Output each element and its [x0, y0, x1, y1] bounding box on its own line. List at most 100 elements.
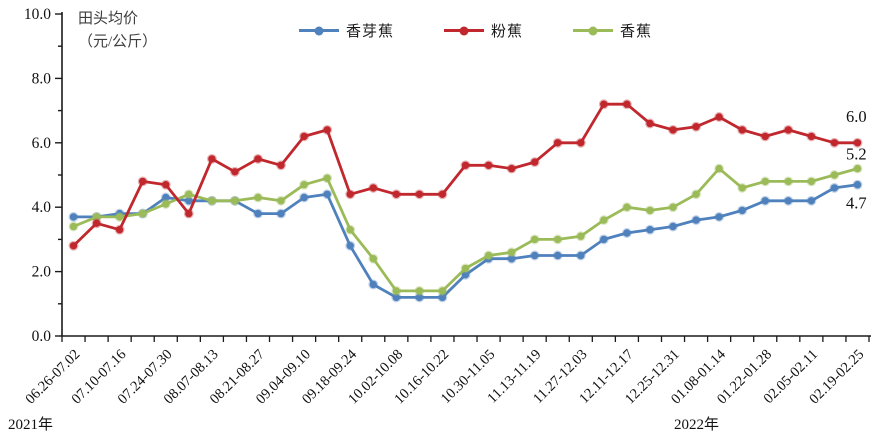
series-2-point	[345, 224, 356, 235]
series-0-point	[368, 279, 379, 290]
series-2-point	[714, 163, 725, 174]
series-0-point	[760, 195, 771, 206]
series-2-point	[760, 176, 771, 187]
series-1-point	[598, 99, 609, 110]
series-2-point	[206, 195, 217, 206]
series-2-point	[529, 234, 540, 245]
series-0-point	[737, 205, 748, 216]
series-0-point	[621, 228, 632, 238]
series-1-point	[829, 137, 840, 148]
series-2-point	[806, 176, 817, 187]
y-tick-label: 0.0	[32, 328, 52, 345]
series-0-point	[598, 234, 609, 245]
series-end-value-label: 5.2	[846, 145, 867, 164]
series-2-point	[621, 202, 632, 213]
series-1-point	[229, 166, 240, 177]
series-1-point	[645, 118, 655, 129]
series-1-point	[760, 131, 771, 142]
series-2-point	[253, 192, 263, 203]
series-1-point	[852, 137, 863, 148]
series-0-point	[299, 192, 310, 203]
series-1-point	[460, 160, 471, 171]
series-2-point	[322, 173, 333, 184]
series-2-point	[783, 176, 794, 187]
series-1-point	[437, 189, 448, 200]
series-2-point	[276, 195, 286, 206]
series-2-point	[137, 208, 148, 219]
y-tick-label: 8.0	[32, 70, 52, 87]
chart-legend: 香芽蕉 粉蕉 香蕉	[299, 20, 652, 41]
series-1-point	[183, 208, 194, 219]
series-2-point	[114, 211, 125, 222]
series-2-point	[506, 247, 517, 258]
series-0-point	[806, 195, 817, 206]
legend-item-2: 香蕉	[573, 20, 652, 41]
series-1-point	[68, 240, 79, 251]
series-0-point	[253, 208, 263, 219]
series-2-point	[737, 182, 748, 193]
series-2-point	[299, 179, 310, 190]
series-1-point	[714, 112, 725, 122]
series-1-point	[368, 182, 379, 193]
legend-dot-icon	[314, 26, 324, 35]
series-1-point	[114, 224, 125, 235]
series-2-point	[391, 285, 402, 296]
series-2-point	[160, 199, 171, 209]
series-1-point	[668, 124, 678, 135]
series-0-point	[645, 224, 655, 235]
y-axis-title-line1: 田头均价	[78, 11, 139, 27]
series-2-point	[575, 231, 586, 242]
series-0-point	[68, 211, 79, 222]
series-1-point	[783, 124, 794, 135]
series-1-point	[806, 131, 817, 142]
series-1-point	[483, 160, 494, 171]
series-end-value-label: 6.0	[846, 107, 867, 126]
legend-line-marker-icon	[573, 26, 614, 35]
series-1-point	[506, 163, 517, 174]
series-1-point	[552, 137, 563, 148]
series-2-point	[552, 234, 563, 245]
legend-item-1: 粉蕉	[444, 20, 523, 41]
series-1-point	[276, 160, 286, 171]
series-1-point	[345, 189, 356, 200]
series-1-point	[391, 189, 402, 200]
series-2-point	[852, 163, 863, 174]
series-2-point	[483, 250, 494, 261]
series-0-point	[276, 208, 286, 219]
y-axis-title-line2: （元/公斤）	[78, 33, 158, 50]
legend-label: 香芽蕉	[346, 24, 395, 40]
legend-line-marker-icon	[299, 26, 339, 35]
series-0-point	[552, 250, 563, 261]
series-end-value-label: 4.7	[846, 194, 867, 213]
series-2-point	[668, 202, 678, 213]
y-tick-label: 10.0	[24, 6, 51, 23]
legend-label: 粉蕉	[491, 24, 524, 40]
y-tick-label: 4.0	[32, 199, 52, 216]
series-2-point	[598, 215, 609, 226]
series-1-point	[91, 218, 102, 229]
legend-dot-icon	[459, 26, 469, 35]
legend-line-marker-icon	[444, 26, 485, 35]
series-1-point	[322, 124, 333, 135]
series-2-point	[414, 285, 425, 296]
series-0-point	[783, 195, 794, 206]
y-tick-label: 2.0	[32, 264, 52, 281]
series-1-point	[160, 179, 171, 190]
legend-dot-icon	[588, 26, 598, 35]
series-2-point	[229, 195, 240, 206]
series-line-1	[72, 102, 859, 248]
legend-item-0: 香芽蕉	[299, 20, 394, 41]
series-0-point	[852, 179, 863, 190]
series-0-point	[575, 250, 586, 261]
series-1-point	[253, 153, 263, 164]
series-1-point	[575, 137, 586, 148]
series-2-point	[183, 189, 194, 200]
series-0-point	[529, 250, 540, 261]
series-2-point	[460, 263, 471, 274]
series-0-point	[714, 211, 725, 222]
y-tick-label: 6.0	[32, 135, 52, 152]
series-0-point	[691, 215, 702, 226]
series-1-point	[137, 176, 148, 187]
